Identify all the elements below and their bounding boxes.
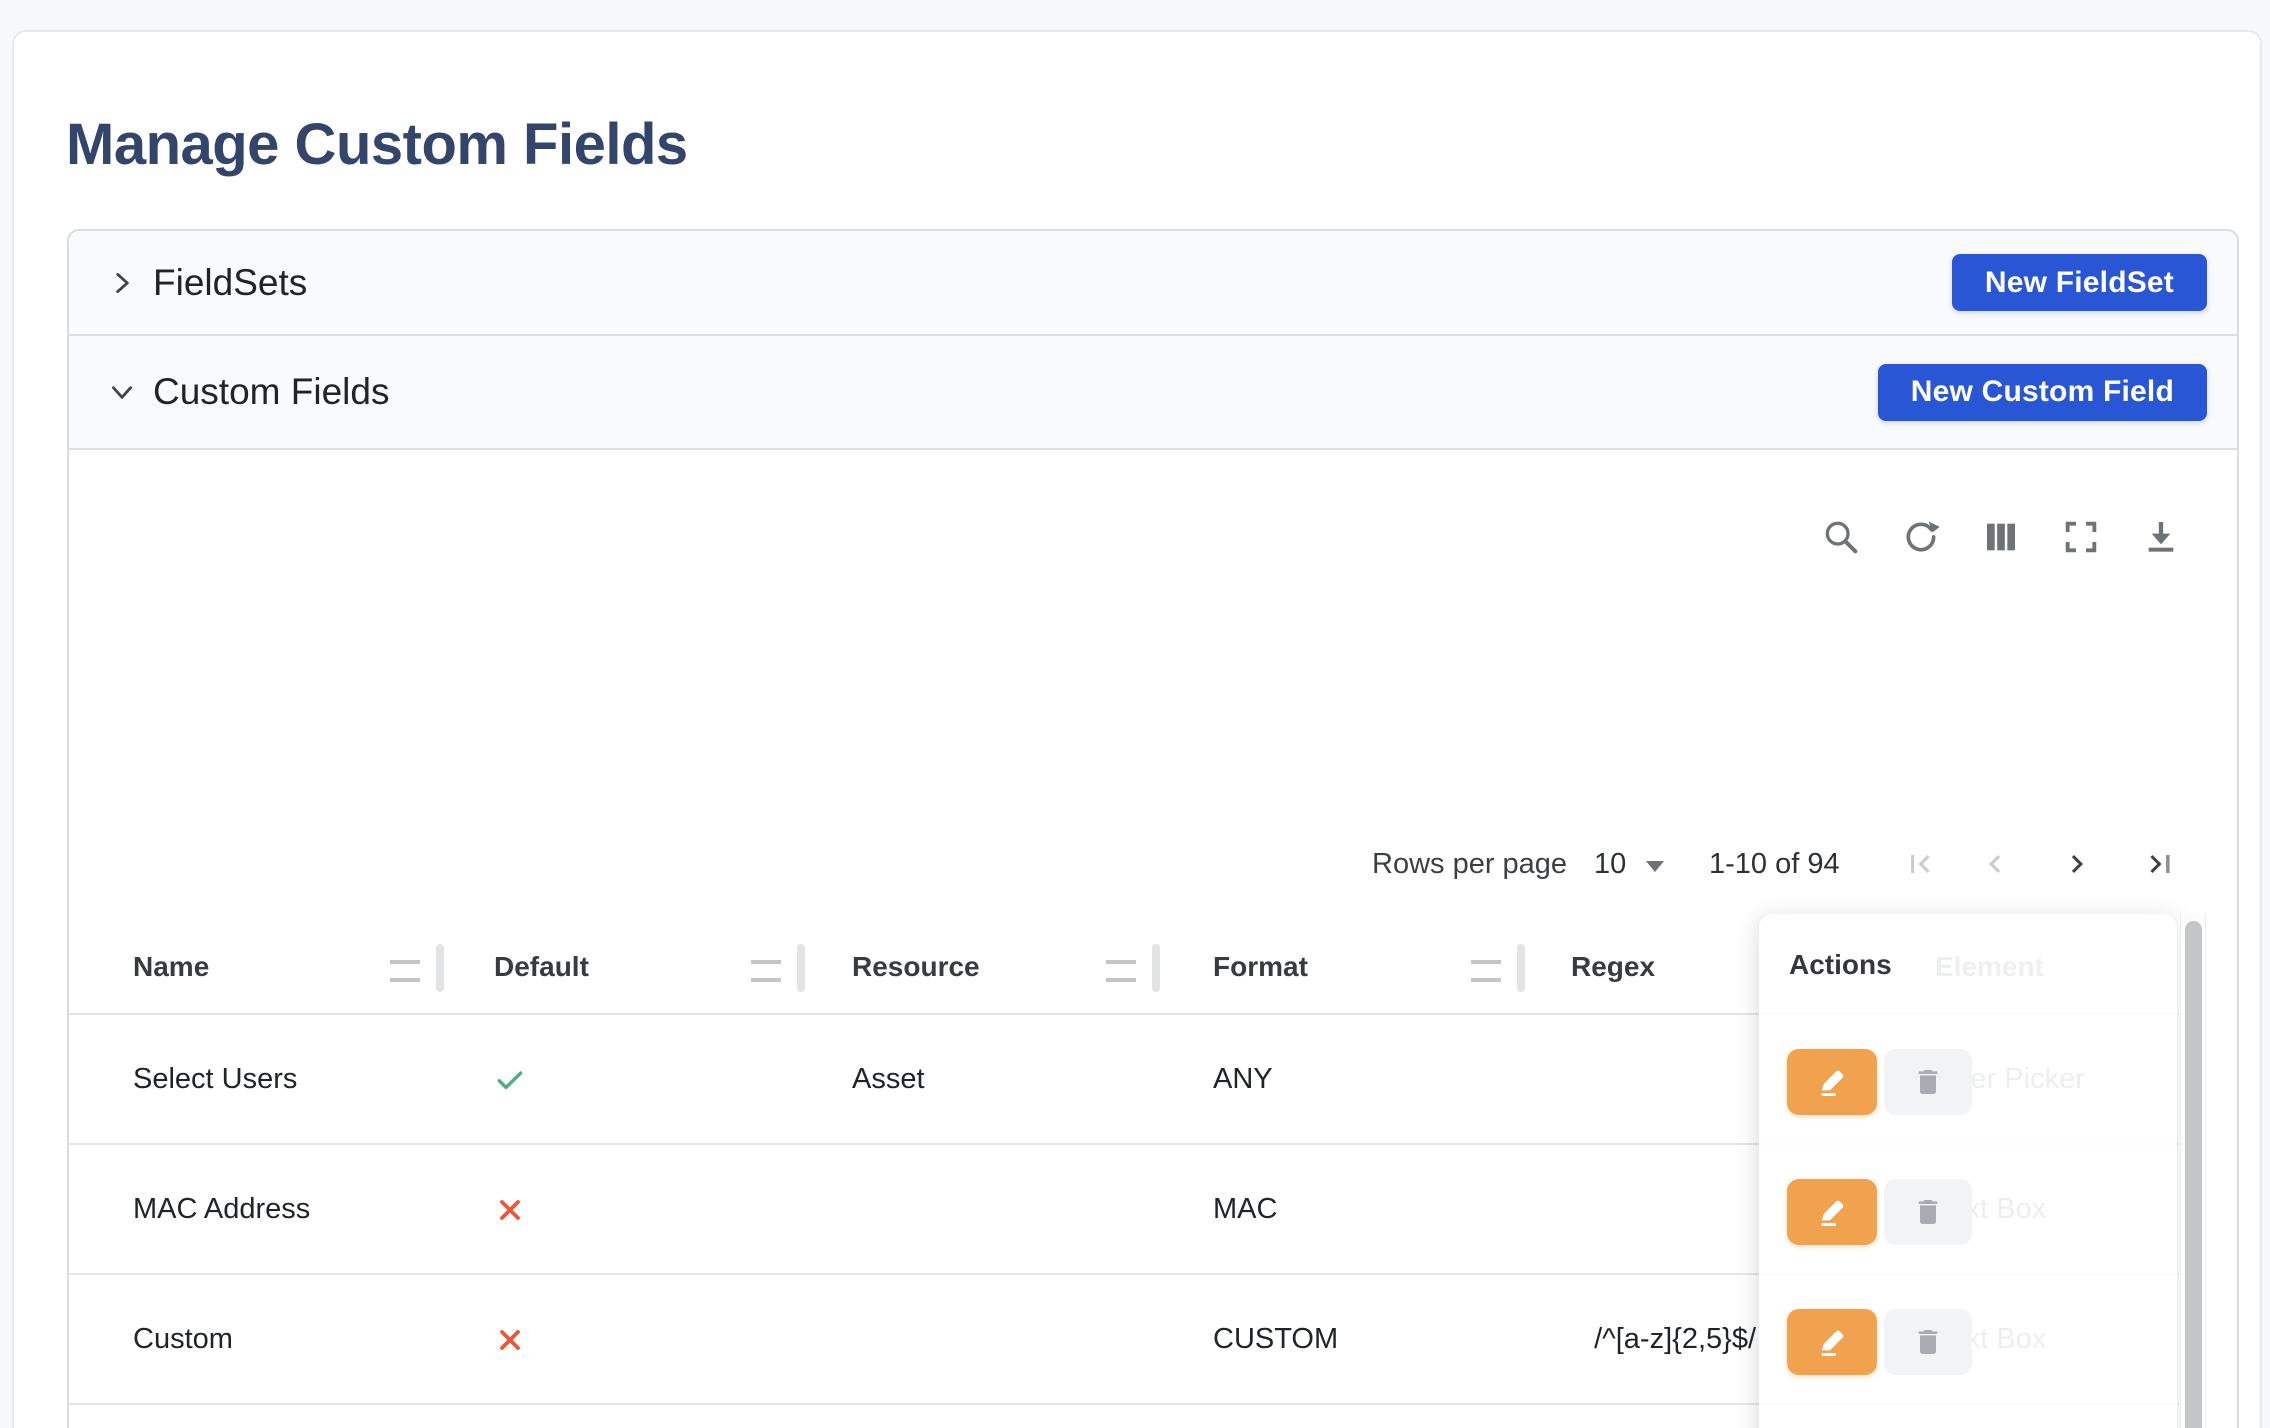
fields-accordion: FieldSets New FieldSet Custom Fields New… [67, 229, 2239, 1428]
page-title: Manage Custom Fields [66, 112, 688, 177]
cell-name: Select Users [133, 1063, 298, 1095]
cell-format: ANY [1213, 1063, 1273, 1095]
download-icon[interactable] [2133, 509, 2189, 565]
new-custom-field-button[interactable]: New Custom Field [1877, 363, 2207, 421]
column-header-actions: Actions [1789, 949, 1892, 980]
cell-resource: Asset [852, 1063, 925, 1095]
column-resize-bar-resource[interactable] [1152, 944, 1160, 992]
cell-name: MAC Address [133, 1193, 311, 1225]
column-resize-bar-name[interactable] [436, 944, 444, 992]
column-menu-handle-format[interactable] [1471, 960, 1501, 982]
rows-per-page-select[interactable]: 10 [1594, 846, 1665, 882]
column-resize-bar-default[interactable] [797, 944, 805, 992]
fullscreen-icon[interactable] [2053, 509, 2109, 565]
custom-fields-table-zone: Rows per page 10 1-10 of 94 [69, 450, 2237, 1428]
column-resize-bar-format[interactable] [1517, 944, 1525, 992]
page-card: Manage Custom Fields FieldSets New Field… [12, 30, 2262, 1428]
column-menu-handle-default[interactable] [751, 960, 781, 982]
column-header-format: Format [1213, 951, 1308, 982]
cross-icon [500, 1330, 520, 1350]
next-page-icon[interactable] [2055, 842, 2099, 886]
delete-button[interactable] [1884, 1049, 1972, 1115]
rows-per-page-label: Rows per page [1372, 848, 1568, 880]
edit-button[interactable] [1787, 1179, 1877, 1245]
rows-per-page-value: 10 [1594, 848, 1627, 880]
search-icon[interactable] [1813, 509, 1869, 565]
edit-button[interactable] [1787, 1049, 1877, 1115]
cell-format: MAC [1213, 1193, 1278, 1225]
columns-icon[interactable] [1973, 509, 2029, 565]
chevron-down-icon [112, 386, 132, 399]
first-page-icon[interactable] [1898, 842, 1942, 886]
cell-name: Custom [133, 1323, 233, 1355]
actions-sticky-panel: Actions [1759, 914, 2178, 1428]
table-scrollbar-thumb[interactable] [2185, 921, 2202, 1428]
cell-format: CUSTOM [1213, 1323, 1339, 1355]
caret-down-icon [1646, 860, 1665, 872]
cell-regex: /^[a-z]{2,5}$/ [1594, 1323, 1756, 1355]
column-header-default: Default [494, 951, 589, 982]
table-row: Number limit ALPHA-NUMERIC Text Box [69, 1405, 2179, 1428]
chevron-right-icon [116, 272, 129, 293]
previous-page-icon[interactable] [1973, 842, 2017, 886]
column-header-name: Name [133, 951, 210, 982]
cross-icon [500, 1200, 520, 1220]
column-menu-handle-resource[interactable] [1106, 960, 1136, 982]
fieldsets-section-label: FieldSets [153, 261, 308, 303]
delete-button[interactable] [1884, 1309, 1972, 1375]
column-header-regex: Regex [1571, 951, 1656, 982]
new-fieldset-button[interactable]: New FieldSet [1951, 254, 2207, 311]
fieldsets-section-header[interactable]: FieldSets New FieldSet [69, 231, 2237, 336]
custom-fields-section-header[interactable]: Custom Fields New Custom Field [69, 336, 2237, 450]
refresh-icon[interactable] [1893, 509, 1949, 565]
delete-button[interactable] [1884, 1179, 1972, 1245]
custom-fields-section-label: Custom Fields [153, 371, 390, 412]
edit-button[interactable] [1787, 1309, 1877, 1375]
table-scrollbar-track [2180, 914, 2206, 1428]
pagination-range: 1-10 of 94 [1709, 848, 1840, 880]
column-menu-handle-name[interactable] [390, 960, 420, 982]
column-header-resource: Resource [852, 951, 980, 982]
last-page-icon[interactable] [2138, 842, 2182, 886]
check-icon [497, 1071, 523, 1090]
